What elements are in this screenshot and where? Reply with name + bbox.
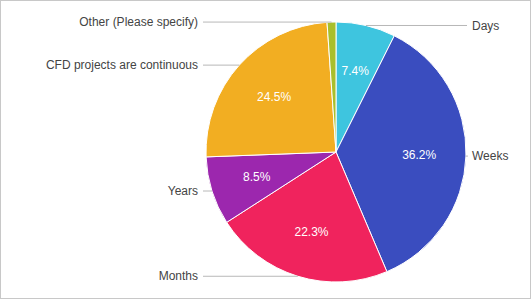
- leader-line: [203, 22, 332, 23]
- category-label: Months: [159, 269, 198, 283]
- pie-slice: [327, 22, 336, 152]
- data-label: 22.3%: [295, 225, 329, 239]
- category-label: Days: [472, 19, 499, 33]
- pie-slice: [227, 152, 387, 282]
- leader-line: [203, 65, 239, 66]
- leader-line: [203, 276, 298, 277]
- category-label: Years: [168, 184, 198, 198]
- frame: [1, 1, 531, 299]
- category-label: Weeks: [472, 149, 508, 163]
- pie: [206, 22, 466, 282]
- leader-line: [466, 156, 468, 157]
- leader-line: [203, 191, 212, 192]
- category-labels: Days Weeks Months Years CFD projects are con…: [46, 15, 509, 283]
- leader-line: [366, 25, 467, 26]
- data-label: 7.4%: [341, 64, 369, 78]
- category-label: CFD projects are continuous: [46, 58, 198, 72]
- data-label: 24.5%: [257, 90, 291, 104]
- data-labels: 7.4% 36.2% 22.3% 8.5% 24.5%: [243, 64, 437, 238]
- data-label: 36.2%: [402, 148, 436, 162]
- pie-slice: [206, 22, 336, 157]
- category-label: Other (Please specify): [79, 15, 198, 29]
- data-label: 8.5%: [243, 170, 271, 184]
- pie-slice: [206, 152, 336, 222]
